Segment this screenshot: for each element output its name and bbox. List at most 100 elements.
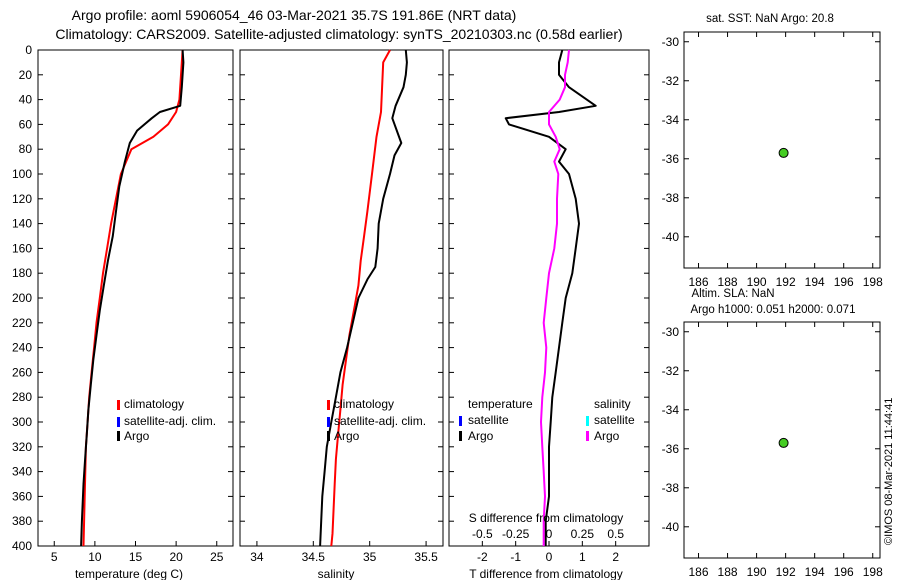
depth-tick-label: 380 (12, 514, 32, 528)
depth-tick-label: 340 (12, 465, 32, 479)
legend-label-argo: Argo (334, 429, 360, 443)
title-line-2: Climatology: CARS2009. Satellite-adjuste… (55, 26, 622, 42)
legend-mark-sal-argo (586, 431, 589, 441)
x2-tick-label: 0 (546, 527, 553, 541)
lon-tick-label: 190 (747, 565, 767, 579)
lat-tick-label: -32 (662, 74, 680, 88)
lat-tick-label: -36 (662, 152, 680, 166)
series-line-argo (319, 49, 408, 547)
legend-title-salinity: salinity (594, 397, 631, 411)
x-tick-label: 25 (210, 550, 224, 564)
lat-tick-label: -38 (662, 481, 680, 495)
sla-map-title: Altim. SLA: NaN (691, 288, 774, 300)
timestamp: ©IMOS 08-Mar-2021 11:44:41 (883, 398, 895, 545)
legend-title-temperature: temperature (468, 397, 533, 411)
salinity-legend: climatology satellite-adj. clim. Argo (327, 397, 426, 443)
lon-tick-label: 192 (776, 275, 796, 289)
lon-tick-label: 190 (747, 275, 767, 289)
salinity-axes-box (239, 49, 444, 547)
legend-label-temp-satellite: satellite (468, 413, 509, 427)
temperature-panel: 5 10 15 20 25 0 20 40 60 80 100 120 140 160 180 200 220 2… (12, 43, 234, 580)
legend-mark-argo (117, 431, 120, 441)
lon-tick-label: 192 (776, 565, 796, 579)
legend-mark-argo (327, 431, 330, 441)
depth-tick-label: 360 (12, 489, 32, 503)
difference-legend: temperature satellite Argo salinity sate… (459, 397, 635, 443)
legend-label-satellite-adj: satellite-adj. clim. (124, 414, 216, 428)
lon-tick-label: 186 (689, 565, 709, 579)
sst-map-axes-box (683, 31, 881, 269)
x2-tick-label: -0.25 (502, 527, 530, 541)
legend-mark-climatology (117, 400, 120, 410)
x-tick-label: 2 (612, 550, 619, 564)
depth-tick-label: 320 (12, 440, 32, 454)
legend-label-sal-argo: Argo (594, 429, 620, 443)
legend-label-satellite-adj: satellite-adj. clim. (334, 414, 426, 428)
depth-tick-label: 180 (12, 266, 32, 280)
x-tick-label: 35.5 (414, 550, 438, 564)
series-line-t-argo-clim (504, 49, 597, 546)
lat-tick-label: -40 (662, 520, 680, 534)
salinity-xlabel: salinity (318, 567, 355, 580)
lat-tick-label: -34 (662, 403, 680, 417)
series-line-s-argo-clim (540, 49, 570, 546)
x-tick-label: 5 (51, 550, 58, 564)
depth-tick-label: 40 (19, 93, 33, 107)
difference-xlabel: T difference from climatology (469, 567, 623, 580)
legend-label-climatology: climatology (124, 397, 184, 411)
x-tick-label: 10 (88, 550, 102, 564)
series-line-climatology (330, 49, 391, 547)
lat-tick-label: -30 (662, 35, 680, 49)
legend-mark-temp-satellite (459, 416, 462, 426)
sla-map-axes-box (683, 321, 881, 559)
depth-tick-label: 140 (12, 217, 32, 231)
series-line-argo (80, 49, 185, 547)
series-line-climatology (82, 49, 184, 547)
argo-position-marker (778, 147, 789, 158)
depth-tick-label: 400 (12, 539, 32, 553)
depth-tick-label: 0 (25, 43, 32, 57)
lon-tick-label: 194 (805, 565, 825, 579)
depth-tick-label: 200 (12, 291, 32, 305)
lat-tick-label: -34 (662, 113, 680, 127)
x-tick-label: 1 (579, 550, 586, 564)
salinity-panel: 34 34.5 35 35.5 salinity climatology satell… (239, 49, 444, 580)
x-tick-label: 0 (546, 550, 553, 564)
x-tick-label: 34.5 (302, 550, 326, 564)
depth-tick-label: 300 (12, 415, 32, 429)
legend-mark-satellite-adj (117, 417, 120, 427)
depth-tick-label: 120 (12, 192, 32, 206)
lat-tick-label: -40 (662, 230, 680, 244)
depth-tick-label: 80 (19, 142, 33, 156)
temperature-legend: climatology satellite-adj. clim. Argo (117, 397, 216, 443)
temperature-xlabel: temperature (deg C) (75, 567, 183, 580)
lat-tick-label: -36 (662, 442, 680, 456)
lon-tick-label: 198 (863, 275, 883, 289)
x2-tick-label: 0.5 (607, 527, 624, 541)
depth-tick-label: 20 (19, 68, 33, 82)
legend-mark-climatology (327, 400, 330, 410)
x-tick-label: -1 (510, 550, 521, 564)
x-tick-label: 15 (129, 550, 143, 564)
depth-tick-label: 280 (12, 390, 32, 404)
lat-tick-label: -38 (662, 191, 680, 205)
depth-tick-label: 240 (12, 341, 32, 355)
x2-tick-label: 0.25 (571, 527, 595, 541)
x-tick-label: -2 (477, 550, 488, 564)
difference-panel: -2 -1 0 1 2 -0.5 -0.25 0 0.25 0.5 T difference fr… (448, 49, 650, 580)
lon-tick-label: 188 (718, 565, 738, 579)
lon-tick-label: 196 (834, 275, 854, 289)
legend-mark-sal-satellite (586, 416, 589, 426)
lat-tick-label: -32 (662, 364, 680, 378)
lon-tick-label: 196 (834, 565, 854, 579)
legend-label-temp-argo: Argo (468, 429, 494, 443)
difference-x2label: S difference from climatology (469, 511, 624, 525)
x-tick-label: 35 (363, 550, 377, 564)
legend-mark-satellite-adj (327, 417, 330, 427)
depth-tick-label: 160 (12, 241, 32, 255)
x-tick-label: 20 (169, 550, 183, 564)
lon-tick-label: 198 (863, 565, 883, 579)
lon-tick-label: 188 (718, 275, 738, 289)
legend-mark-temp-argo (459, 431, 462, 441)
